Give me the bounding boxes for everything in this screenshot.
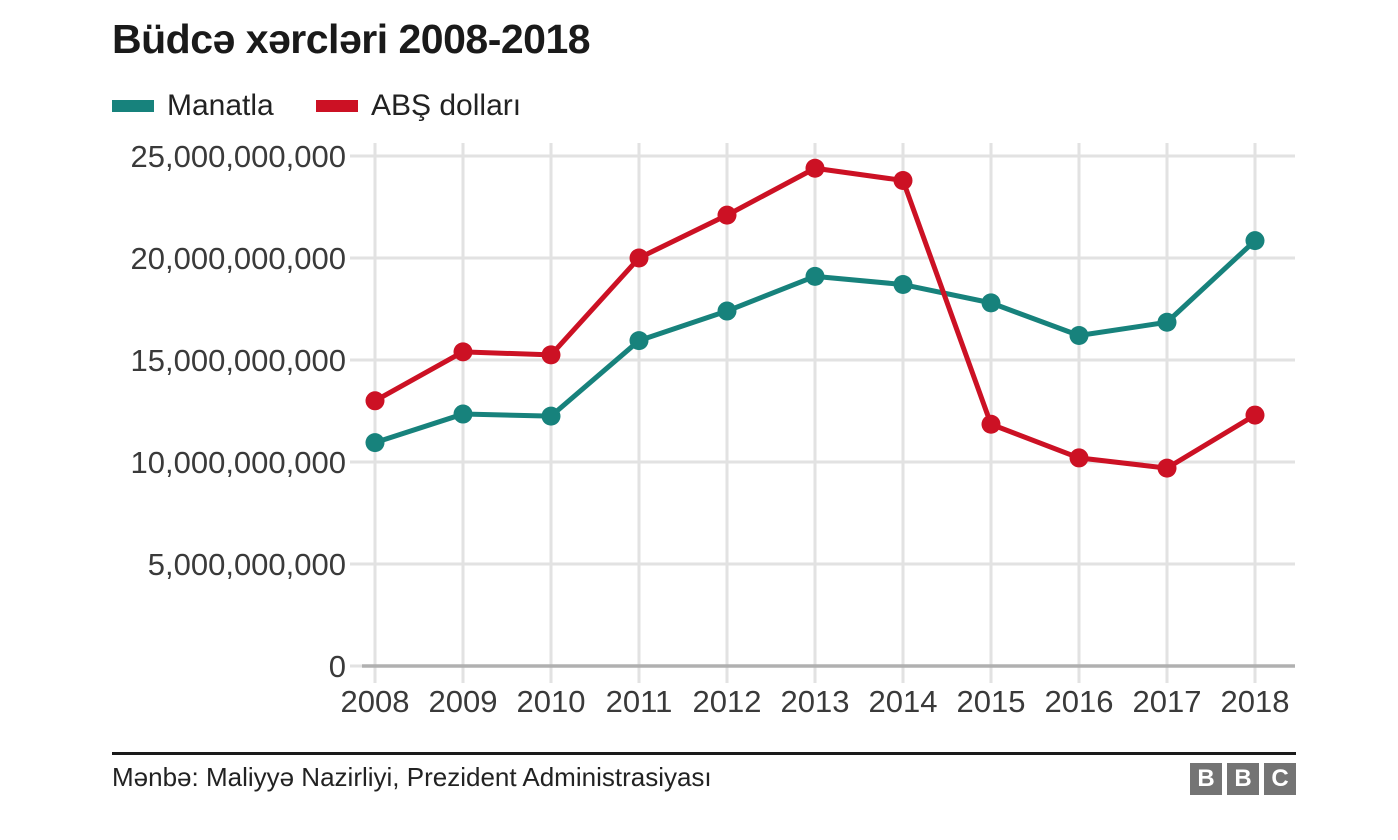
y-tick-label: 20,000,000,000 (131, 241, 347, 276)
data-point-2009 (453, 404, 473, 424)
data-point-2015 (981, 414, 1001, 434)
y-tick-label: 10,000,000,000 (131, 445, 347, 480)
x-tick-label: 2012 (693, 684, 762, 719)
data-point-2011 (629, 331, 649, 351)
y-tick-label: 0 (329, 649, 346, 684)
bbc-logo: B B C (1190, 763, 1296, 795)
bbc-logo-letter-c: C (1264, 763, 1296, 795)
data-point-2010 (541, 345, 561, 365)
data-point-2012 (717, 301, 737, 321)
y-tick-label: 5,000,000,000 (148, 547, 346, 582)
x-tick-label: 2017 (1133, 684, 1202, 719)
x-tick-label: 2014 (869, 684, 938, 719)
y-tick-label: 25,000,000,000 (131, 139, 347, 174)
x-tick-label: 2009 (429, 684, 498, 719)
bbc-logo-letter-b1: B (1190, 763, 1222, 795)
legend: Manatla ABŞ dolları (0, 88, 1398, 124)
data-point-2014 (893, 275, 913, 295)
chart-title: Büdcə xərcləri 2008-2018 (112, 16, 591, 62)
data-point-2013 (805, 266, 825, 286)
legend-label-manatla: Manatla (167, 89, 274, 122)
x-tick-label: 2015 (957, 684, 1026, 719)
data-point-2018 (1245, 231, 1265, 251)
bbc-logo-letter-b2: B (1227, 763, 1259, 795)
data-point-2011 (629, 248, 649, 268)
footer-divider (112, 752, 1296, 755)
y-tick-label: 15,000,000,000 (131, 343, 347, 378)
legend-label-abs-dollari: ABŞ dolları (371, 89, 522, 122)
data-point-2009 (453, 342, 473, 362)
data-point-2016 (1069, 326, 1089, 346)
x-tick-label: 2013 (781, 684, 850, 719)
data-point-2018 (1245, 405, 1265, 425)
line-chart-plot: 0 5,000,000,000 10,000,000,000 15,000,000,0… (131, 139, 1295, 719)
data-point-2015 (981, 293, 1001, 313)
legend-item-abs-dollari: ABŞ dolları (316, 88, 521, 124)
data-point-2013 (805, 158, 825, 178)
x-tick-label: 2010 (517, 684, 586, 719)
x-tick-label: 2011 (606, 684, 673, 719)
x-tick-label: 2016 (1045, 684, 1114, 719)
source-text: Mənbə: Maliyyə Nazirliyi, Prezident Admi… (112, 762, 712, 792)
data-point-2010 (541, 406, 561, 426)
x-tick-label: 2018 (1221, 684, 1290, 719)
data-point-2008 (365, 391, 385, 411)
data-point-2014 (893, 170, 913, 190)
data-point-2012 (717, 205, 737, 225)
legend-item-manatla: Manatla (112, 88, 274, 124)
data-point-2016 (1069, 448, 1089, 468)
data-point-2017 (1157, 458, 1177, 478)
x-tick-label: 2008 (341, 684, 410, 719)
legend-swatch-abs-dollari (316, 100, 358, 112)
data-point-2017 (1157, 312, 1177, 332)
legend-swatch-manatla (112, 100, 154, 112)
data-point-2008 (365, 433, 385, 453)
